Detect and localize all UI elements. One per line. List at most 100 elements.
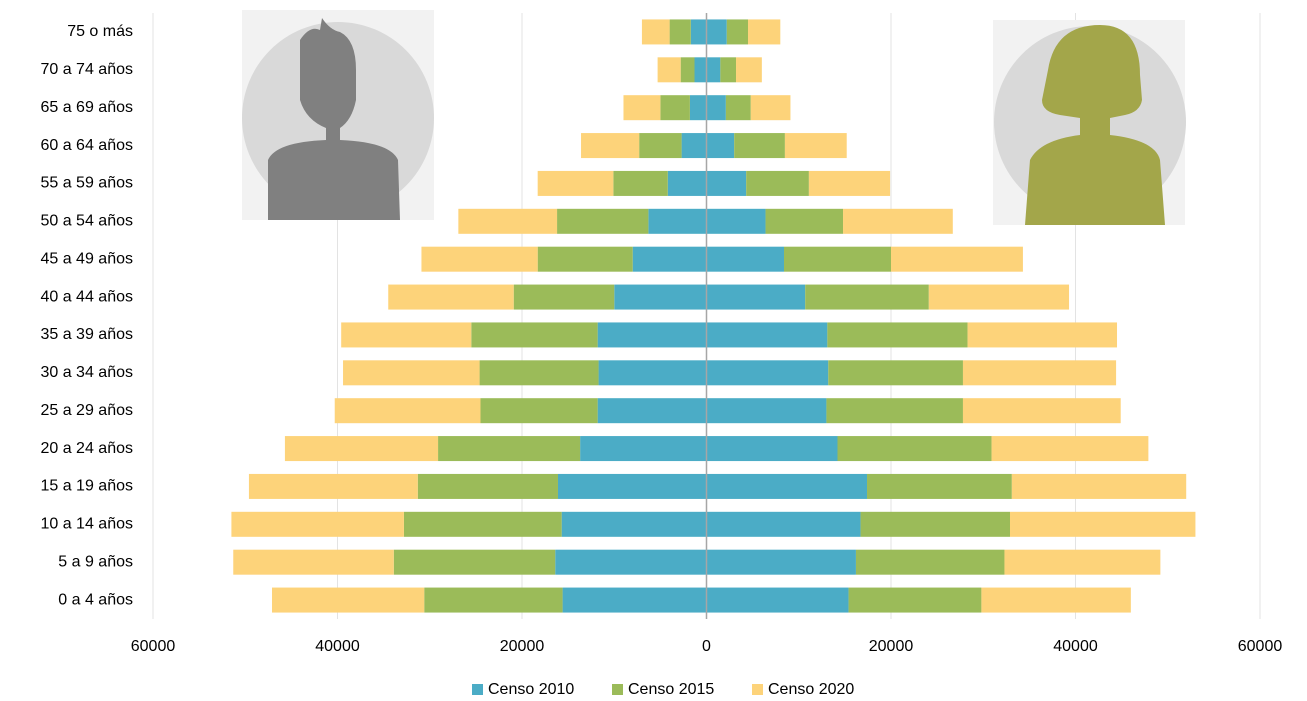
y-tick-label: 35 a 39 años xyxy=(40,326,133,343)
bar xyxy=(706,95,726,121)
bar xyxy=(562,587,707,613)
bar xyxy=(561,511,707,537)
bar xyxy=(581,133,640,159)
bar xyxy=(991,436,1149,462)
y-tick-label: 55 a 59 años xyxy=(40,175,133,192)
bar xyxy=(598,360,707,386)
y-tick-label: 30 a 34 años xyxy=(40,364,133,381)
y-tick-label: 25 a 29 años xyxy=(40,402,133,419)
bar xyxy=(828,360,963,386)
bar xyxy=(981,587,1131,613)
bar xyxy=(458,208,558,234)
y-tick-label: 50 a 54 años xyxy=(40,213,133,230)
bar xyxy=(233,549,394,575)
bar xyxy=(734,133,785,159)
x-tick-label: 20000 xyxy=(869,638,914,655)
bar xyxy=(967,322,1118,348)
bar xyxy=(962,360,1117,386)
bar xyxy=(726,19,749,45)
bar xyxy=(706,436,838,462)
bar xyxy=(641,19,670,45)
bar xyxy=(639,133,682,159)
bar xyxy=(706,322,828,348)
y-tick-label: 40 a 44 años xyxy=(40,288,133,305)
bar xyxy=(843,208,953,234)
bar xyxy=(417,473,558,499)
bar xyxy=(580,436,707,462)
bar xyxy=(537,246,633,272)
bar xyxy=(706,57,721,83)
female-icon xyxy=(993,20,1186,225)
male-icon xyxy=(242,10,434,220)
bar xyxy=(867,473,1012,499)
bar xyxy=(928,284,1070,310)
bar xyxy=(660,95,690,121)
y-tick-label: 75 o más xyxy=(67,23,133,40)
bar xyxy=(421,246,538,272)
bar xyxy=(424,587,563,613)
bar xyxy=(438,436,581,462)
bar xyxy=(657,57,681,83)
x-tick-label: 40000 xyxy=(315,638,360,655)
bar xyxy=(1004,549,1161,575)
x-tick-label: 0 xyxy=(702,638,711,655)
bar xyxy=(613,170,668,196)
bar xyxy=(827,322,968,348)
x-tick-label: 60000 xyxy=(1238,638,1283,655)
bar xyxy=(855,549,1005,575)
bar xyxy=(706,170,747,196)
bar xyxy=(388,284,514,310)
bar xyxy=(765,208,844,234)
y-tick-label: 60 a 64 años xyxy=(40,137,133,154)
bar xyxy=(1010,511,1196,537)
y-tick-label: 0 a 4 años xyxy=(58,591,133,608)
bar xyxy=(706,133,735,159)
x-tick-label: 20000 xyxy=(500,638,545,655)
bar xyxy=(706,208,766,234)
bar xyxy=(826,398,963,424)
bar xyxy=(284,436,439,462)
bar xyxy=(706,473,868,499)
bar xyxy=(837,436,992,462)
y-tick-label: 5 a 9 años xyxy=(58,553,133,570)
bar xyxy=(231,511,404,537)
y-tick-label: 20 a 24 años xyxy=(40,440,133,457)
bar xyxy=(614,284,707,310)
bar xyxy=(706,511,861,537)
bar xyxy=(748,19,781,45)
legend-swatch xyxy=(752,684,763,695)
bar xyxy=(248,473,418,499)
bar xyxy=(597,398,707,424)
bar xyxy=(632,246,707,272)
bar xyxy=(860,511,1011,537)
legend-label: Censo 2010 xyxy=(488,681,574,698)
bar xyxy=(1011,473,1187,499)
bar xyxy=(706,360,829,386)
bar xyxy=(706,549,856,575)
bar xyxy=(557,473,707,499)
y-tick-label: 45 a 49 años xyxy=(40,250,133,267)
legend-swatch xyxy=(472,684,483,695)
bar xyxy=(681,133,707,159)
y-tick-label: 65 a 69 años xyxy=(40,99,133,116)
bar xyxy=(725,95,751,121)
bar xyxy=(706,398,827,424)
bar xyxy=(706,587,849,613)
x-tick-label: 40000 xyxy=(1053,638,1098,655)
bar xyxy=(623,95,661,121)
bar xyxy=(393,549,556,575)
bar xyxy=(962,398,1121,424)
x-tick-label: 60000 xyxy=(131,638,176,655)
bar xyxy=(334,398,481,424)
bar xyxy=(537,170,614,196)
bar xyxy=(341,322,472,348)
legend-swatch xyxy=(612,684,623,695)
bar xyxy=(694,57,707,83)
bar xyxy=(648,208,707,234)
bar xyxy=(805,284,929,310)
bar xyxy=(403,511,562,537)
bar xyxy=(513,284,615,310)
y-tick-label: 70 a 74 años xyxy=(40,61,133,78)
y-tick-label: 15 a 19 años xyxy=(40,478,133,495)
